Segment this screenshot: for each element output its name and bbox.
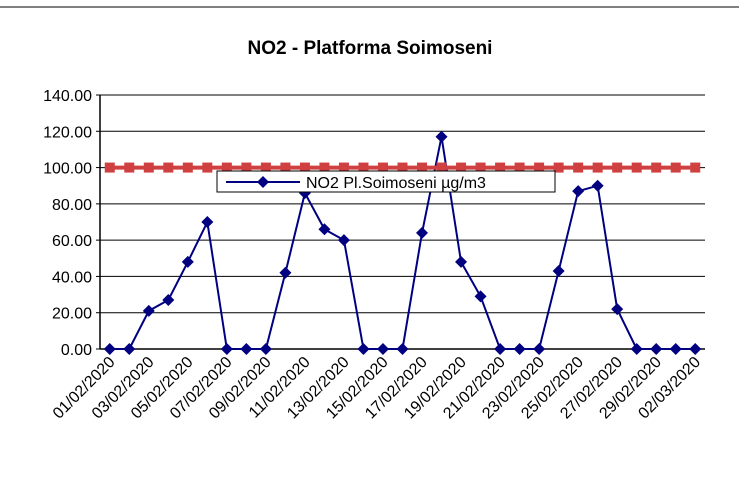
marker — [103, 343, 116, 355]
marker — [436, 162, 447, 173]
marker — [279, 266, 292, 279]
marker — [357, 343, 370, 355]
y-tick-label: 120.00 — [43, 124, 92, 141]
marker — [474, 290, 487, 303]
marker — [124, 162, 135, 173]
marker — [631, 162, 642, 173]
marker — [494, 343, 507, 355]
marker — [143, 162, 154, 173]
chart-title: NO2 - Platforma Soimoseni — [248, 38, 493, 59]
marker — [396, 343, 409, 355]
y-tick-label: 60.00 — [52, 233, 92, 250]
marker — [669, 343, 682, 355]
marker — [163, 162, 174, 173]
marker — [201, 216, 214, 228]
marker — [299, 162, 310, 173]
marker — [123, 343, 136, 355]
marker — [611, 303, 624, 316]
marker — [241, 162, 252, 173]
y-tick-label: 140.00 — [43, 88, 92, 105]
marker — [319, 162, 330, 173]
marker — [202, 162, 213, 173]
marker — [182, 162, 193, 173]
marker — [260, 162, 271, 173]
marker — [417, 162, 428, 173]
legend-marker — [257, 176, 269, 188]
marker — [358, 162, 369, 173]
marker — [338, 162, 349, 173]
y-tick-label: 80.00 — [52, 197, 92, 214]
marker — [280, 162, 291, 173]
y-tick-label: 100.00 — [43, 161, 92, 178]
marker — [514, 162, 525, 173]
marker — [670, 162, 681, 173]
marker — [220, 343, 233, 355]
marker — [690, 162, 701, 173]
y-tick-label: 40.00 — [52, 269, 92, 286]
marker — [552, 264, 565, 277]
marker — [630, 343, 643, 355]
y-tick-label: 0.00 — [61, 342, 92, 359]
marker — [456, 162, 467, 173]
marker — [397, 162, 408, 173]
marker — [259, 343, 272, 355]
legend-box — [216, 170, 556, 193]
legend-label: NO2 Pl.Soimoseni µg/m3 — [306, 175, 486, 192]
legend: NO2 Pl.Soimoseni µg/m3 — [216, 170, 556, 193]
marker — [416, 226, 429, 239]
marker — [337, 234, 350, 247]
marker — [377, 162, 388, 173]
marker — [572, 185, 585, 198]
marker — [651, 162, 662, 173]
marker — [553, 162, 564, 173]
marker — [689, 343, 702, 355]
marker — [513, 343, 526, 355]
marker — [318, 223, 331, 236]
marker — [376, 343, 389, 355]
marker — [592, 162, 603, 173]
marker — [240, 343, 253, 355]
marker — [435, 130, 448, 143]
marker — [650, 343, 663, 355]
marker — [181, 255, 194, 268]
marker — [534, 162, 545, 173]
marker — [221, 162, 232, 173]
marker — [162, 294, 175, 307]
marker — [142, 304, 155, 317]
marker — [495, 162, 506, 173]
marker — [573, 162, 584, 173]
marker — [455, 255, 468, 268]
marker — [475, 162, 486, 173]
marker — [591, 179, 604, 192]
y-tick-label: 20.00 — [52, 306, 92, 323]
marker — [533, 343, 546, 355]
marker — [104, 162, 115, 173]
marker — [612, 162, 623, 173]
